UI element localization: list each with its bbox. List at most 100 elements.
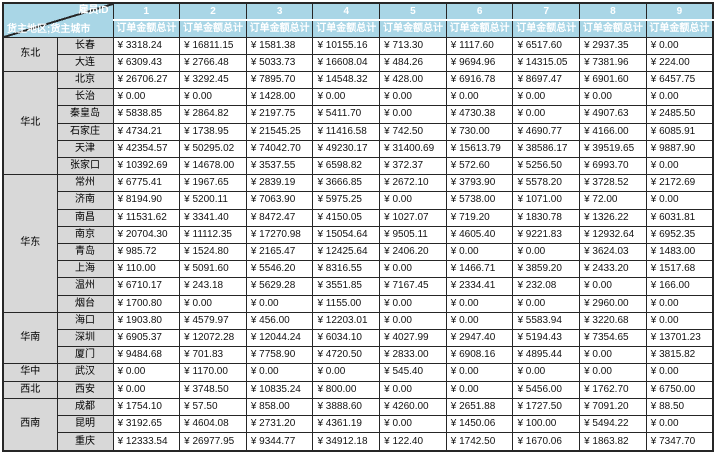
city-cell: 石家庄 [56,122,114,141]
amount-cell: ¥ 484.26 [379,53,447,72]
measure-header: 订单金额总计 [312,19,381,38]
amount-cell: ¥ 10155.16 [312,36,381,55]
region-cell: 华北 [2,70,58,176]
amount-cell: ¥ 4579.97 [179,311,247,330]
amount-cell: ¥ 6457.75 [645,70,714,90]
amount-cell: ¥ 2651.88 [445,397,514,416]
amount-cell: ¥ 15054.64 [312,225,381,244]
amount-cell: ¥ 12203.01 [312,311,381,330]
amount-cell: ¥ 1762.70 [579,380,647,399]
amount-cell: ¥ 39519.65 [579,139,647,158]
amount-cell: ¥ 0.00 [312,363,381,382]
table-row: 厦门 ¥ 9484.68 ¥ 701.83 ¥ 7758.90 ¥ 4720.50 ¥ 2… [3,346,714,365]
amount-cell: ¥ 0.00 [445,363,514,382]
amount-cell: ¥ 2864.82 [179,105,247,124]
amount-cell: ¥ 3859.20 [512,260,581,279]
amount-cell: ¥ 0.00 [645,191,714,210]
column-id-header: 2 [179,2,247,21]
amount-cell: ¥ 0.00 [379,380,447,399]
column-id-header: 4 [312,2,381,21]
amount-cell: ¥ 4734.21 [112,122,181,141]
amount-cell: ¥ 4166.00 [579,122,647,141]
amount-cell: ¥ 4361.19 [312,414,381,434]
amount-cell: ¥ 2947.40 [445,328,514,348]
amount-cell: ¥ 14548.32 [312,70,381,90]
table-row: 上海 ¥ 110.00 ¥ 5091.60 ¥ 5546.20 ¥ 8316.55 ¥ 0… [3,260,714,279]
amount-cell: ¥ 10835.24 [245,380,314,399]
amount-cell: ¥ 0.00 [379,260,447,279]
amount-cell: ¥ 9344.77 [245,432,314,452]
amount-cell: ¥ 224.00 [645,53,714,72]
measure-header: 订单金额总计 [179,19,247,38]
amount-cell: ¥ 1071.00 [512,191,581,210]
amount-cell: ¥ 2165.47 [245,242,314,262]
amount-cell: ¥ 719.20 [445,208,514,227]
amount-cell: ¥ 12333.54 [112,432,181,452]
amount-cell: ¥ 6598.82 [312,156,381,176]
amount-cell: ¥ 7167.45 [379,277,447,296]
amount-cell: ¥ 2433.20 [579,260,647,279]
amount-cell: ¥ 5578.20 [512,174,581,193]
table-row: 重庆 ¥ 12333.54 ¥ 26977.95 ¥ 9344.77 ¥ 34912.1… [3,432,714,452]
region-cell: 华东 [2,174,58,313]
amount-cell: ¥ 4150.05 [312,208,381,227]
city-cell: 海口 [56,311,114,330]
city-cell: 西安 [56,380,114,399]
amount-cell: ¥ 9221.83 [512,225,581,244]
amount-cell: ¥ 3318.24 [112,36,181,55]
amount-cell: ¥ 31400.69 [379,139,447,158]
column-id-header: 3 [245,2,314,21]
amount-cell: ¥ 2672.10 [379,174,447,193]
city-cell: 南昌 [56,208,114,227]
amount-cell: ¥ 16608.04 [312,53,381,72]
amount-cell: ¥ 9694.96 [445,53,514,72]
amount-cell: ¥ 0.00 [645,414,714,434]
amount-cell: ¥ 2937.35 [579,36,647,55]
amount-cell: ¥ 5194.43 [512,328,581,348]
amount-cell: ¥ 21545.25 [245,122,314,141]
amount-cell: ¥ 6031.81 [645,208,714,227]
amount-cell: ¥ 8194.90 [112,191,181,210]
table-row: 东北 长春 ¥ 3318.24 ¥ 16811.15 ¥ 1581.38 ¥ 10155.… [2,36,714,72]
city-cell: 大连 [56,53,114,72]
amount-cell: ¥ 0.00 [645,36,714,55]
amount-cell: ¥ 0.00 [445,380,514,399]
amount-cell: ¥ 5975.25 [312,191,381,210]
amount-cell: ¥ 2172.69 [645,174,714,193]
amount-cell: ¥ 1830.78 [512,208,581,227]
amount-cell: ¥ 0.00 [445,294,514,313]
amount-cell: ¥ 9887.90 [645,139,714,158]
amount-cell: ¥ 1967.65 [179,174,247,193]
amount-cell: ¥ 7347.70 [645,432,714,452]
table-row: 西北 西安 ¥ 0.00 ¥ 3748.50 ¥ 10835.24 ¥ 800.00 ¥ 0… [2,380,714,399]
table-row: 长治 ¥ 0.00 ¥ 0.00 ¥ 1428.00 ¥ 0.00 ¥ 0.00 ¥ 0.0… [3,88,714,107]
amount-cell: ¥ 5629.28 [245,277,314,296]
table-row: 温州 ¥ 6710.17 ¥ 243.18 ¥ 5629.28 ¥ 3551.85 ¥ 7… [3,277,714,296]
amount-cell: ¥ 38586.17 [512,139,581,158]
table-row: 石家庄 ¥ 4734.21 ¥ 1738.95 ¥ 21545.25 ¥ 11416.5… [3,122,714,141]
amount-cell: ¥ 8697.47 [512,70,581,90]
amount-cell: ¥ 572.60 [445,156,514,176]
amount-cell: ¥ 100.00 [512,414,581,434]
amount-cell: ¥ 456.00 [245,311,314,330]
column-dimension-label: 雇员ID [78,5,109,16]
amount-cell: ¥ 13701.23 [645,328,714,348]
amount-cell: ¥ 14678.00 [179,156,247,176]
city-cell: 常州 [56,174,114,193]
amount-cell: ¥ 6905.37 [112,328,181,348]
amount-cell: ¥ 4605.40 [445,225,514,244]
amount-cell: ¥ 16811.15 [179,36,247,55]
city-cell: 北京 [56,70,114,90]
amount-cell: ¥ 1117.60 [445,36,514,55]
amount-cell: ¥ 5091.60 [179,260,247,279]
amount-cell: ¥ 6901.60 [579,70,647,90]
amount-cell: ¥ 166.00 [645,277,714,296]
amount-cell: ¥ 243.18 [179,277,247,296]
amount-cell: ¥ 0.00 [512,363,581,382]
amount-cell: ¥ 5200.11 [179,191,247,210]
amount-cell: ¥ 742.50 [379,122,447,141]
column-id-header: 8 [579,2,647,21]
amount-cell: ¥ 701.83 [179,346,247,365]
table-row: 南京 ¥ 20704.30 ¥ 11112.35 ¥ 17270.98 ¥ 15054.… [3,225,714,244]
